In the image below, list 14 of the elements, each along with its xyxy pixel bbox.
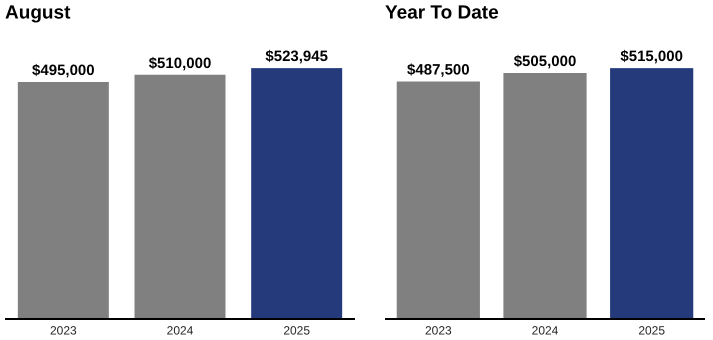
- data-label: $505,000: [514, 53, 576, 70]
- x-tick-label: 2025: [283, 323, 310, 338]
- x-tick-label: 2024: [532, 323, 559, 338]
- data-label: $515,000: [620, 48, 683, 66]
- x-tick-label: 2024: [166, 323, 194, 338]
- data-label: $487,500: [407, 61, 470, 78]
- x-tick-label: 2023: [424, 323, 452, 338]
- chart-title: Year To Date: [385, 2, 499, 24]
- data-label: $495,000: [32, 62, 95, 79]
- data-label: $510,000: [148, 54, 212, 72]
- data-label: $523,945: [265, 48, 328, 66]
- chart-title: August: [5, 2, 72, 24]
- x-tick-label: 2025: [638, 323, 666, 338]
- x-tick-label: 2023: [50, 323, 77, 338]
